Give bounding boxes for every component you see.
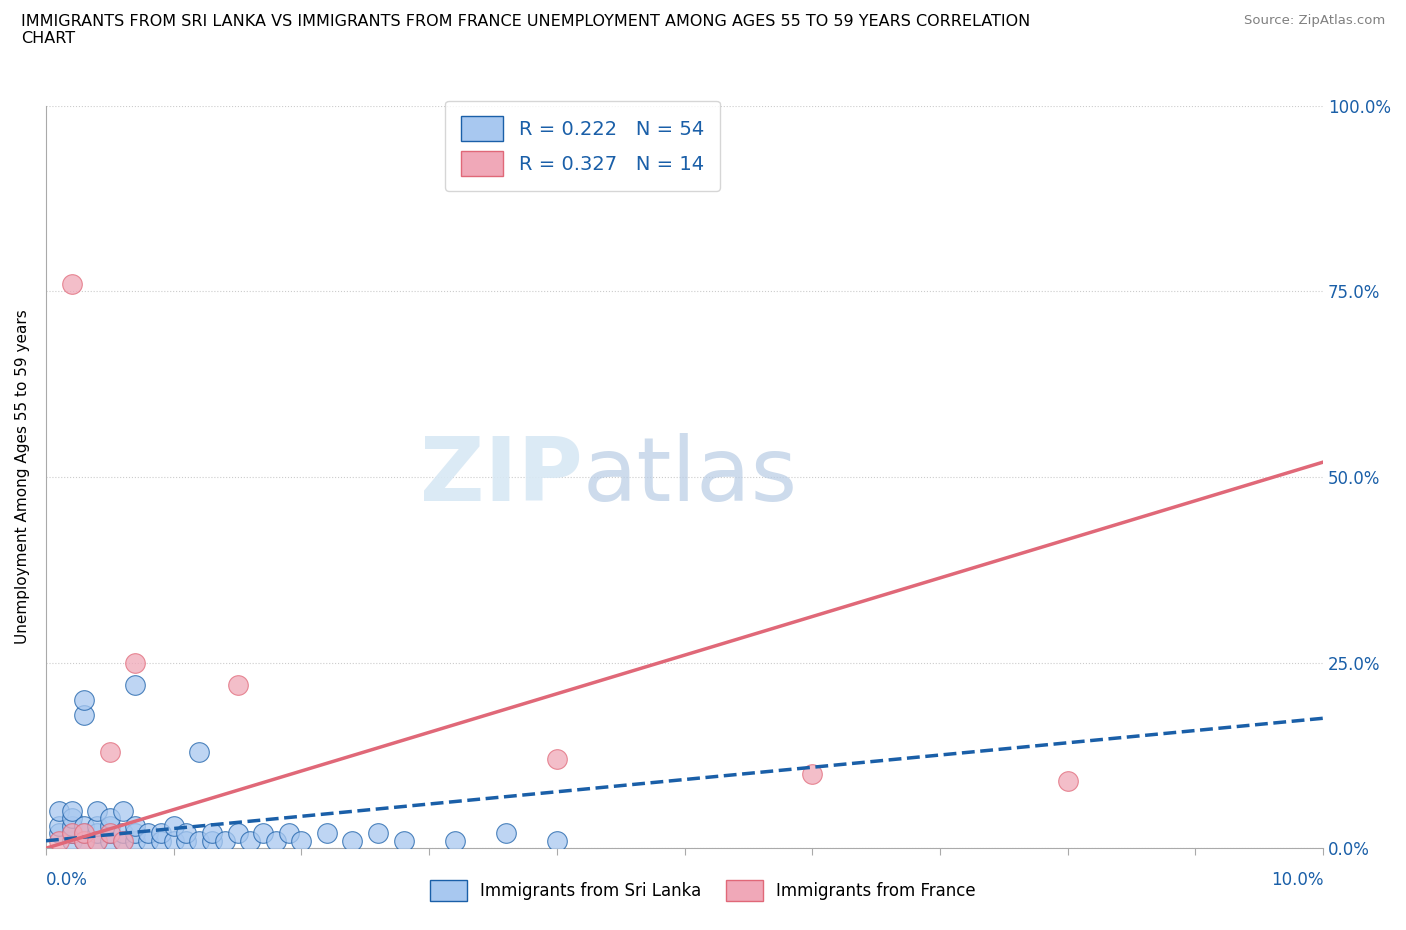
Point: [367, 826, 389, 841]
Point: [124, 655, 146, 670]
Point: [98, 811, 121, 826]
Point: [188, 744, 211, 759]
Point: [188, 833, 211, 848]
Point: [86, 826, 108, 841]
Point: [201, 833, 224, 848]
Y-axis label: Unemployment Among Ages 55 to 59 years: Unemployment Among Ages 55 to 59 years: [15, 310, 30, 644]
Legend: R = 0.222   N = 54, R = 0.327   N = 14: R = 0.222 N = 54, R = 0.327 N = 14: [446, 100, 720, 192]
Point: [73, 707, 96, 722]
Point: [73, 826, 96, 841]
Point: [73, 833, 96, 848]
Point: [98, 833, 121, 848]
Point: [86, 833, 108, 848]
Point: [801, 766, 824, 781]
Point: [48, 826, 70, 841]
Point: [111, 804, 134, 818]
Text: 10.0%: 10.0%: [1271, 871, 1323, 889]
Point: [264, 833, 287, 848]
Point: [48, 804, 70, 818]
Point: [239, 833, 262, 848]
Point: [163, 833, 186, 848]
Point: [98, 818, 121, 833]
Point: [111, 833, 134, 848]
Point: [60, 826, 83, 841]
Point: [48, 818, 70, 833]
Text: 0.0%: 0.0%: [46, 871, 87, 889]
Point: [277, 826, 299, 841]
Point: [136, 826, 159, 841]
Point: [86, 804, 108, 818]
Point: [60, 811, 83, 826]
Point: [124, 677, 146, 692]
Point: [98, 826, 121, 841]
Point: [546, 833, 568, 848]
Point: [111, 826, 134, 841]
Point: [48, 833, 70, 848]
Point: [111, 833, 134, 848]
Point: [176, 833, 198, 848]
Point: [1056, 774, 1078, 789]
Point: [443, 833, 465, 848]
Point: [73, 818, 96, 833]
Point: [226, 677, 249, 692]
Point: [124, 818, 146, 833]
Point: [201, 826, 224, 841]
Point: [136, 833, 159, 848]
Point: [163, 818, 186, 833]
Point: [60, 804, 83, 818]
Point: [546, 751, 568, 766]
Point: [73, 833, 96, 848]
Point: [60, 826, 83, 841]
Point: [124, 826, 146, 841]
Point: [98, 826, 121, 841]
Point: [149, 833, 172, 848]
Legend: Immigrants from Sri Lanka, Immigrants from France: Immigrants from Sri Lanka, Immigrants fr…: [423, 873, 983, 908]
Point: [86, 818, 108, 833]
Point: [60, 833, 83, 848]
Point: [124, 833, 146, 848]
Point: [342, 833, 364, 848]
Text: atlas: atlas: [582, 433, 797, 521]
Point: [149, 826, 172, 841]
Point: [86, 833, 108, 848]
Point: [214, 833, 236, 848]
Point: [98, 744, 121, 759]
Text: IMMIGRANTS FROM SRI LANKA VS IMMIGRANTS FROM FRANCE UNEMPLOYMENT AMONG AGES 55 T: IMMIGRANTS FROM SRI LANKA VS IMMIGRANTS …: [21, 14, 1031, 46]
Point: [226, 826, 249, 841]
Text: ZIP: ZIP: [419, 433, 582, 521]
Point: [290, 833, 312, 848]
Point: [60, 818, 83, 833]
Point: [495, 826, 517, 841]
Point: [392, 833, 415, 848]
Text: Source: ZipAtlas.com: Source: ZipAtlas.com: [1244, 14, 1385, 27]
Point: [73, 826, 96, 841]
Point: [316, 826, 339, 841]
Point: [176, 826, 198, 841]
Point: [252, 826, 274, 841]
Point: [73, 692, 96, 707]
Point: [60, 276, 83, 291]
